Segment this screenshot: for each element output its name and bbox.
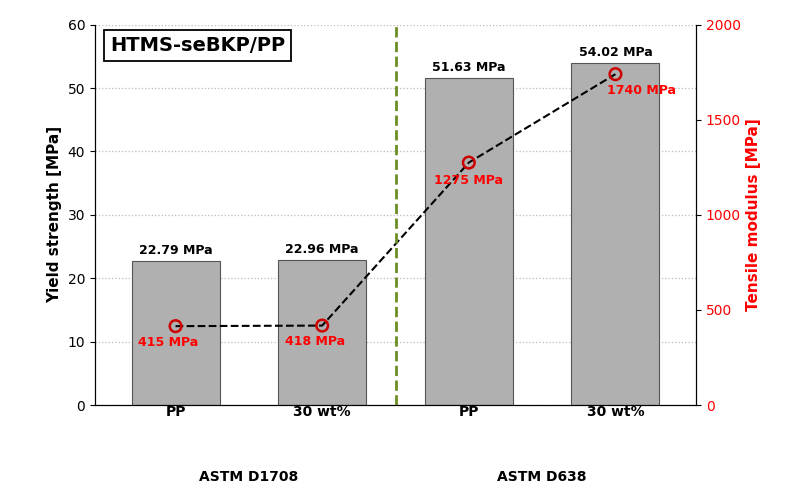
Text: 1740 MPa: 1740 MPa	[607, 84, 676, 97]
Y-axis label: Yield strength [MPa]: Yield strength [MPa]	[47, 126, 62, 303]
Text: 54.02 MPa: 54.02 MPa	[578, 46, 653, 59]
Point	[316, 322, 328, 329]
Bar	[425, 78, 513, 405]
Text: 1275 MPa: 1275 MPa	[434, 174, 503, 187]
Text: 51.63 MPa: 51.63 MPa	[432, 61, 505, 74]
Bar	[131, 261, 220, 405]
Text: 415 MPa: 415 MPa	[138, 335, 199, 349]
Point	[463, 159, 475, 166]
Text: ASTM D1708: ASTM D1708	[199, 470, 298, 484]
Text: 22.96 MPa: 22.96 MPa	[286, 243, 359, 256]
Text: PP: PP	[165, 405, 186, 419]
Text: PP: PP	[459, 405, 479, 419]
Point	[609, 70, 622, 78]
Text: 30 wt%: 30 wt%	[587, 405, 644, 419]
Text: 22.79 MPa: 22.79 MPa	[138, 244, 212, 257]
Text: 30 wt%: 30 wt%	[293, 405, 351, 419]
Text: 418 MPa: 418 MPa	[285, 335, 345, 348]
Text: ASTM D638: ASTM D638	[498, 470, 587, 484]
Text: HTMS-seBKP/PP: HTMS-seBKP/PP	[110, 36, 285, 55]
Y-axis label: Tensile modulus [MPa]: Tensile modulus [MPa]	[747, 119, 762, 311]
Bar	[571, 63, 660, 405]
Bar	[278, 259, 366, 405]
Point	[169, 322, 182, 330]
